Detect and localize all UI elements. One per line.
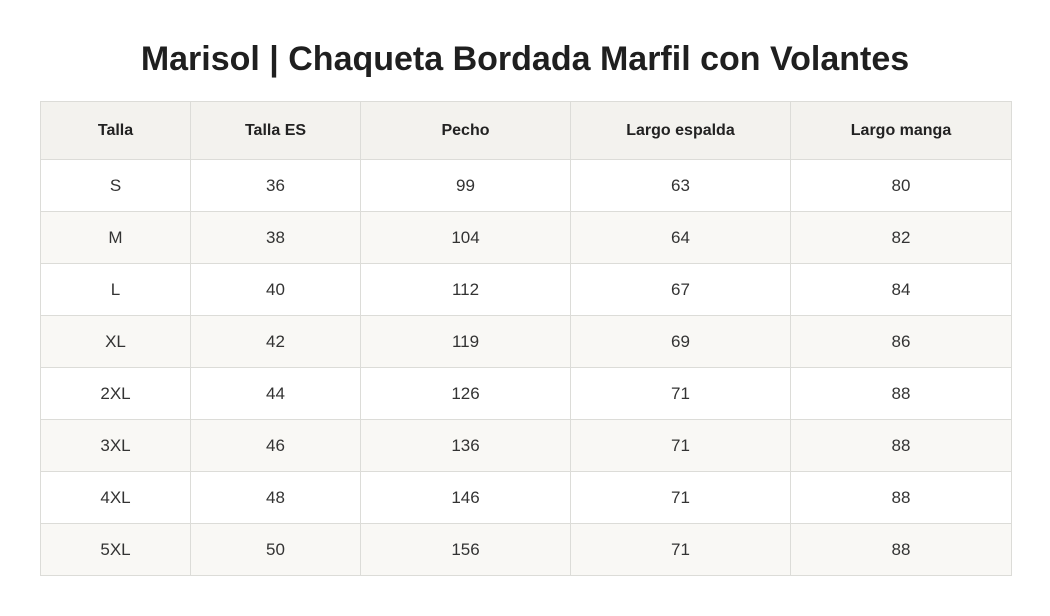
table-row: 3XL 46 136 71 88 — [40, 419, 1012, 472]
cell-largo-espalda: 71 — [570, 419, 791, 472]
cell-talla: L — [40, 263, 191, 316]
cell-talla-es: 48 — [190, 471, 361, 524]
cell-talla-es: 42 — [190, 315, 361, 368]
cell-talla-es: 36 — [190, 159, 361, 212]
cell-talla: XL — [40, 315, 191, 368]
cell-largo-manga: 88 — [790, 367, 1012, 420]
cell-largo-espalda: 63 — [570, 159, 791, 212]
page-title: Marisol | Chaqueta Bordada Marfil con Vo… — [140, 40, 910, 78]
column-header-pecho: Pecho — [360, 101, 571, 160]
size-chart-table: Talla Talla ES Pecho Largo espalda Largo… — [40, 101, 1012, 576]
cell-largo-manga: 88 — [790, 419, 1012, 472]
cell-largo-espalda: 67 — [570, 263, 791, 316]
table-row: XL 42 119 69 86 — [40, 315, 1012, 368]
cell-largo-manga: 88 — [790, 471, 1012, 524]
cell-talla: S — [40, 159, 191, 212]
cell-talla: 4XL — [40, 471, 191, 524]
cell-talla-es: 46 — [190, 419, 361, 472]
cell-talla: 5XL — [40, 523, 191, 576]
cell-pecho: 104 — [360, 211, 571, 264]
cell-largo-espalda: 71 — [570, 471, 791, 524]
cell-talla: M — [40, 211, 191, 264]
cell-talla: 2XL — [40, 367, 191, 420]
table-row: M 38 104 64 82 — [40, 211, 1012, 264]
cell-largo-manga: 82 — [790, 211, 1012, 264]
cell-largo-manga: 88 — [790, 523, 1012, 576]
cell-largo-espalda: 71 — [570, 367, 791, 420]
table-row: L 40 112 67 84 — [40, 263, 1012, 316]
cell-largo-espalda: 71 — [570, 523, 791, 576]
cell-largo-manga: 84 — [790, 263, 1012, 316]
table-row: 5XL 50 156 71 88 — [40, 523, 1012, 576]
cell-pecho: 126 — [360, 367, 571, 420]
cell-pecho: 99 — [360, 159, 571, 212]
table-row: 4XL 48 146 71 88 — [40, 471, 1012, 524]
cell-pecho: 119 — [360, 315, 571, 368]
column-header-largo-manga: Largo manga — [790, 101, 1012, 160]
cell-largo-manga: 86 — [790, 315, 1012, 368]
table-row: S 36 99 63 80 — [40, 159, 1012, 212]
cell-largo-manga: 80 — [790, 159, 1012, 212]
cell-pecho: 156 — [360, 523, 571, 576]
cell-pecho: 112 — [360, 263, 571, 316]
column-header-largo-espalda: Largo espalda — [570, 101, 791, 160]
column-header-talla-es: Talla ES — [190, 101, 361, 160]
cell-talla: 3XL — [40, 419, 191, 472]
column-header-talla: Talla — [40, 101, 191, 160]
cell-talla-es: 50 — [190, 523, 361, 576]
cell-talla-es: 44 — [190, 367, 361, 420]
cell-largo-espalda: 69 — [570, 315, 791, 368]
cell-talla-es: 38 — [190, 211, 361, 264]
cell-pecho: 146 — [360, 471, 571, 524]
cell-pecho: 136 — [360, 419, 571, 472]
table-row: 2XL 44 126 71 88 — [40, 367, 1012, 420]
cell-talla-es: 40 — [190, 263, 361, 316]
cell-largo-espalda: 64 — [570, 211, 791, 264]
table-header-row: Talla Talla ES Pecho Largo espalda Largo… — [40, 101, 1012, 160]
